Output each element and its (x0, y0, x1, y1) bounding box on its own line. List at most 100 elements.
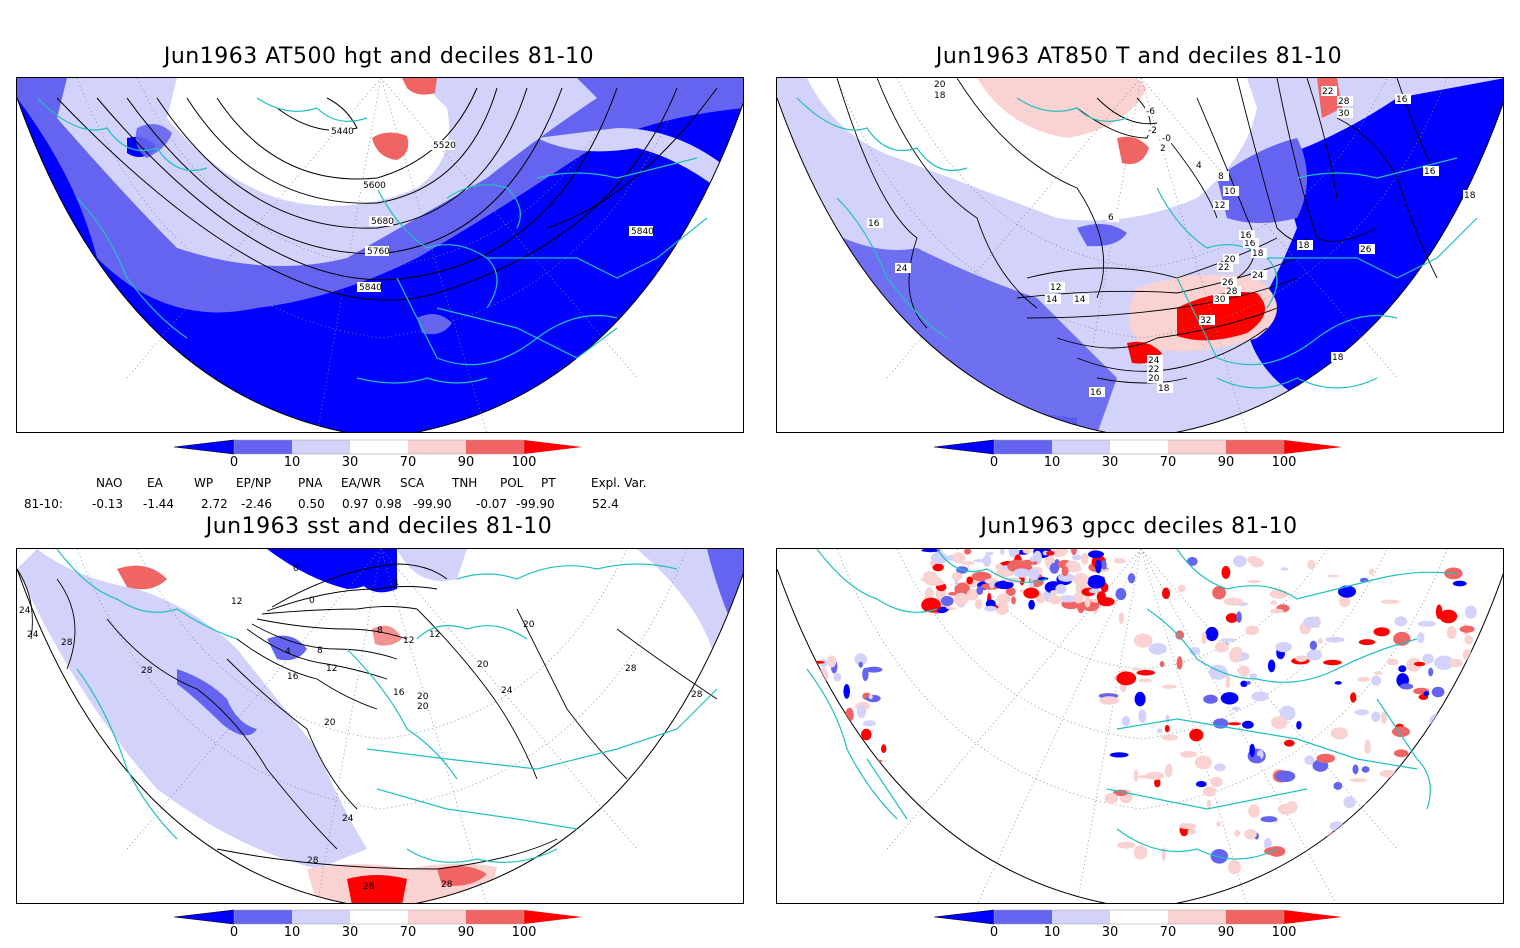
contour-label: 22 (1148, 365, 1159, 375)
colorbar-swatch (1284, 910, 1342, 924)
precip-patch (1303, 616, 1321, 628)
precip-patch (815, 788, 831, 801)
contour-label: 2 (1160, 144, 1166, 154)
colorbar-tick: 30 (341, 925, 359, 940)
precip-patch (1028, 599, 1035, 610)
precip-patch (827, 735, 835, 744)
precip-patch (971, 571, 992, 582)
colorbar-tick: 30 (1101, 455, 1119, 470)
colorbar-swatch (1168, 440, 1226, 454)
precip-patch (829, 758, 847, 762)
contour-label: 20 (417, 692, 429, 702)
contour-label: 12 (231, 597, 242, 607)
colorbar-tick: 30 (341, 455, 359, 470)
precip-patch (961, 561, 975, 566)
precip-patch (1072, 554, 1082, 561)
precip-patch (1455, 682, 1468, 690)
precip-patch (1269, 589, 1288, 599)
precip-patch (856, 704, 867, 719)
colorbar-tick: 10 (283, 455, 301, 470)
index-header: EA/WR (341, 476, 382, 490)
colorbar-tick: 30 (1101, 925, 1119, 940)
precip-patch (1275, 770, 1296, 782)
precip-patch (984, 605, 997, 612)
precip-patch (1227, 722, 1241, 726)
contour-label: 12 (1050, 283, 1061, 293)
precip-patch (871, 782, 885, 797)
precip-patch (989, 580, 995, 589)
precip-patch (1138, 709, 1147, 723)
precip-patch (1352, 764, 1359, 775)
colorbar-swatch (524, 440, 582, 454)
precip-patch (826, 722, 834, 728)
index-header: EP/NP (236, 476, 272, 490)
precip-patch (1164, 724, 1170, 733)
map-panel-sst: 24 24 28 28 12 0 0 4 8 12 16 20 24 28 8 … (16, 548, 744, 904)
colorbar-swatch (292, 910, 350, 924)
contour-label: 5600 (363, 181, 386, 191)
precip-patch (1013, 568, 1031, 578)
precip-patch (832, 747, 844, 758)
precip-patch (966, 576, 973, 585)
precip-patch (995, 569, 1014, 578)
contour-label: 20 (324, 718, 336, 728)
precip-patch (1260, 816, 1278, 823)
precip-patch (800, 752, 809, 764)
precip-patch (1223, 597, 1243, 606)
colorbar-swatch (174, 909, 235, 925)
precip-patch (1077, 601, 1085, 614)
contour-label: 5840 (631, 227, 654, 237)
precip-patch (1161, 684, 1177, 689)
precip-patch (827, 733, 833, 748)
precip-patch (1350, 778, 1367, 783)
contour-label: 16 (1424, 167, 1436, 177)
contour-label: 18 (934, 91, 946, 101)
contour-label: 22 (1322, 87, 1333, 97)
contour-label: 24 (342, 814, 354, 824)
precip-patch (1195, 781, 1207, 788)
precip-patch (1351, 848, 1356, 861)
precip-patch (1363, 842, 1379, 857)
precip-patch (1249, 673, 1258, 679)
contour-label: 5840 (359, 283, 382, 293)
contour-label: 12 (403, 636, 414, 646)
precip-patch (976, 585, 984, 595)
precip-patch (845, 707, 854, 722)
precip-patch (1210, 849, 1229, 864)
contour-label: 5520 (433, 141, 456, 151)
precip-patch (1179, 823, 1197, 830)
precip-patch (1413, 661, 1426, 667)
colorbar-tick: 70 (1159, 925, 1177, 940)
precip-patch (1232, 706, 1240, 711)
colorbar-swatch (466, 910, 524, 924)
colorbar-gpcc: 0 10 30 70 90 100 (934, 908, 1344, 948)
precip-patch (1156, 728, 1163, 734)
precip-patch (1109, 752, 1129, 758)
index-value: -1.44 (143, 497, 175, 511)
precip-patch (996, 593, 1011, 605)
contour-label: 24 (501, 686, 513, 696)
index-value: 2.72 (201, 497, 228, 511)
precip-patch (1228, 860, 1241, 875)
contour-label: 18 (1464, 191, 1476, 201)
precip-patch (1133, 769, 1139, 782)
precip-patch (1058, 573, 1075, 582)
precip-patch (1371, 711, 1381, 723)
precip-patch (1392, 832, 1413, 846)
precip-patch (1214, 641, 1229, 653)
contour-label: 28 (441, 880, 453, 890)
precip-patch (1127, 573, 1136, 584)
precip-patch (1028, 568, 1040, 581)
index-value: 0.50 (298, 497, 325, 511)
colorbar-tick: 10 (283, 925, 301, 940)
precip-patch (995, 601, 1009, 615)
colorbar-frame (233, 439, 525, 455)
colorbar-tick: 90 (1217, 455, 1235, 470)
precip-patch (1437, 827, 1457, 835)
precip-patch (859, 757, 874, 769)
precip-patch (1134, 691, 1146, 707)
colorbar-swatch (524, 910, 582, 924)
precip-patch (1201, 631, 1207, 645)
precip-patch (1465, 605, 1477, 619)
precip-patch (1077, 575, 1082, 590)
